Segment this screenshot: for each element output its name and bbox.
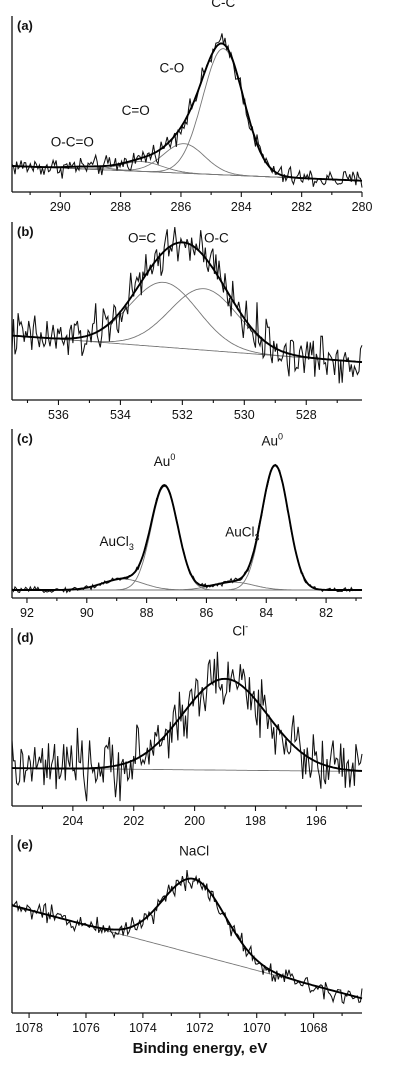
x-tick-label: 1068 — [300, 1021, 328, 1035]
peak-annotation: C-O — [160, 60, 185, 75]
panel-a: 290 288 286 284 282 280 (a) C-C C-O C=O O-C=O — [11, 0, 373, 214]
x-tick-label: 530 — [234, 408, 255, 422]
x-tick-label: 204 — [62, 814, 83, 828]
x-tick-label: 1074 — [129, 1021, 157, 1035]
panel-b: 536 534 532 530 528 (b) O=C O-C — [11, 222, 363, 422]
x-tick-label: 1070 — [243, 1021, 271, 1035]
x-tick-label: 202 — [123, 814, 144, 828]
peak-annotation: O-C — [204, 231, 229, 246]
fitted-envelope — [12, 677, 363, 772]
panel-label: (c) — [17, 431, 33, 446]
x-tick-label: 290 — [50, 200, 71, 214]
panel-e: 1078 1076 1074 1072 1070 1068 (e) NaCl — [11, 835, 363, 1035]
measured-spectrum — [11, 651, 363, 802]
x-tick-label: 196 — [306, 814, 327, 828]
x-tick-label: 198 — [245, 814, 266, 828]
x-tick-label: 84 — [259, 606, 273, 620]
panel-c: 92 90 88 86 84 82 (c) Au0 Au0 AuCl3 AuCl3 — [11, 429, 363, 620]
panel-label: (d) — [17, 630, 34, 645]
component-peak-au0 — [12, 465, 362, 591]
x-tick-label: 528 — [296, 408, 317, 422]
peak-annotation: C=O — [122, 103, 150, 118]
x-tick-label: 532 — [172, 408, 193, 422]
peak-annotation: O=C — [128, 231, 156, 246]
panel-label: (e) — [17, 837, 33, 852]
measured-spectrum — [11, 870, 363, 1005]
fitted-envelope — [12, 42, 362, 182]
x-tick-label: 90 — [80, 606, 94, 620]
x-axis-label: Binding energy, eV — [132, 1040, 268, 1057]
peak-annotation: O-C=O — [51, 134, 94, 149]
x-tick-label: 1072 — [186, 1021, 214, 1035]
measured-spectrum — [11, 33, 363, 188]
x-tick-label: 284 — [231, 200, 252, 214]
x-tick-label: 82 — [319, 606, 333, 620]
peak-annotation: Cl- — [232, 621, 248, 638]
component-peak-au0 — [12, 485, 362, 591]
measured-spectrum — [11, 227, 363, 384]
x-tick-label: 92 — [20, 606, 34, 620]
x-tick-label: 86 — [199, 606, 213, 620]
x-tick-label: 286 — [171, 200, 192, 214]
x-tick-label: 534 — [110, 408, 131, 422]
fitted-envelope — [11, 241, 363, 364]
panel-label: (b) — [17, 224, 34, 239]
x-tick-label: 1078 — [15, 1021, 43, 1035]
peak-annotation: Au0 — [261, 432, 283, 449]
x-tick-label: 280 — [352, 200, 373, 214]
peak-annotation: AuCl3 — [225, 525, 259, 543]
panel-d: 204 202 200 198 196 (d) Cl- — [11, 621, 363, 828]
x-tick-label: 288 — [110, 200, 131, 214]
peak-annotation: Au0 — [154, 452, 176, 469]
peak-annotation: C-C — [211, 0, 235, 10]
peak-annotation: AuCl3 — [100, 534, 134, 552]
fitted-envelope — [12, 463, 362, 591]
x-tick-label: 200 — [184, 814, 205, 828]
panel-label: (a) — [17, 18, 33, 33]
peak-annotation: NaCl — [179, 844, 209, 859]
x-tick-label: 282 — [291, 200, 312, 214]
x-tick-label: 1076 — [72, 1021, 100, 1035]
measured-spectrum — [11, 464, 363, 594]
fitted-envelope — [11, 877, 363, 1000]
x-tick-label: 88 — [140, 606, 154, 620]
component-peak-nacl — [11, 878, 363, 999]
x-tick-label: 536 — [48, 408, 69, 422]
